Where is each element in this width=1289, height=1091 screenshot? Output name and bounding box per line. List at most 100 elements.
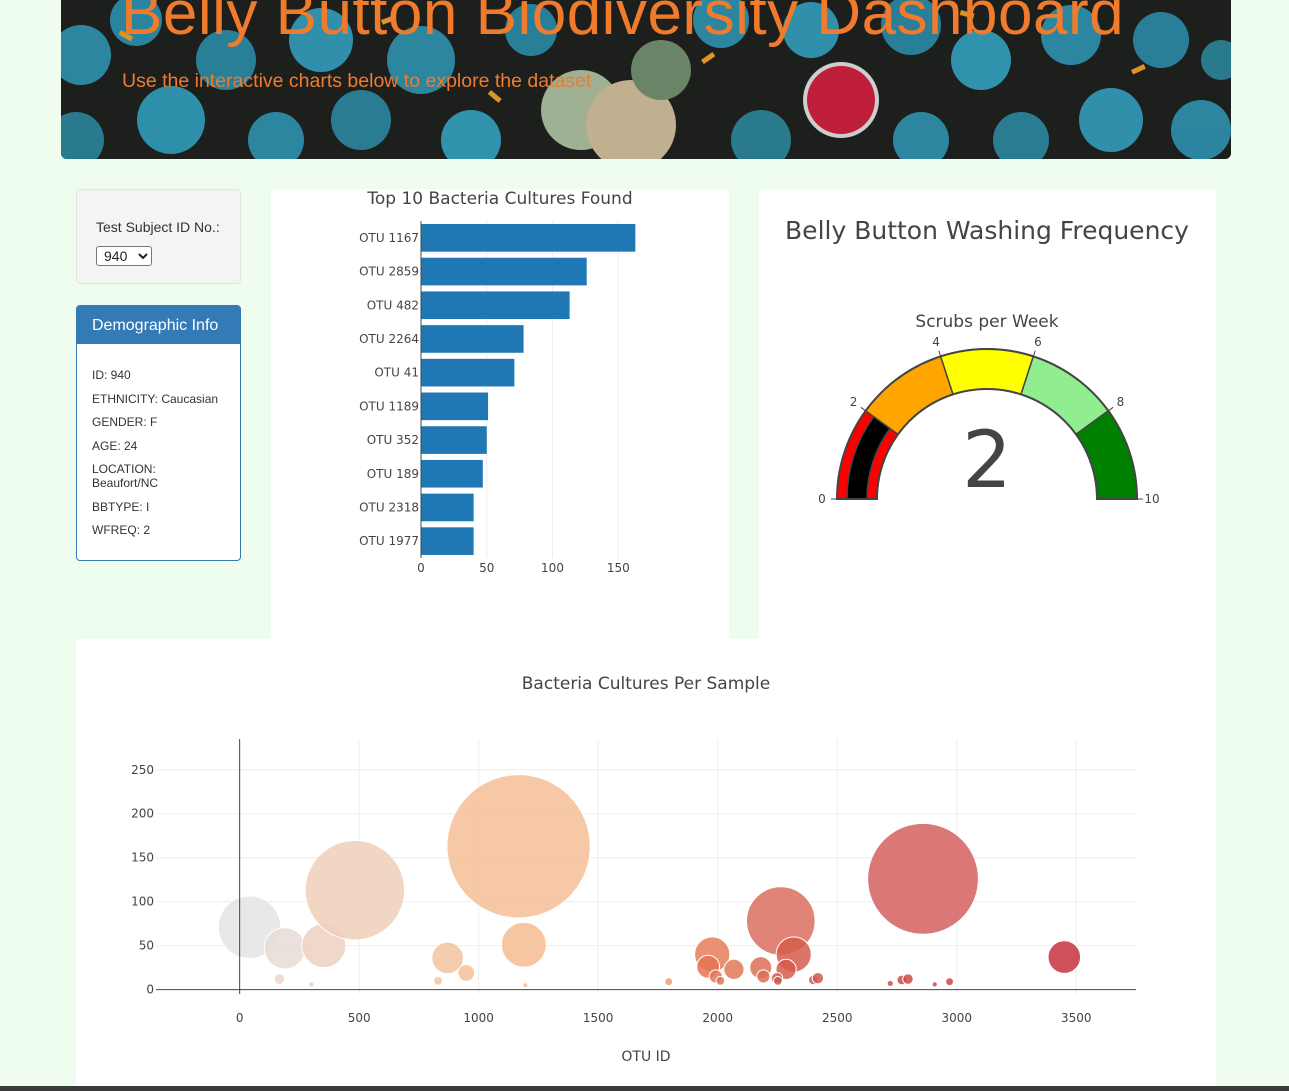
bubble <box>446 774 591 919</box>
bar-x-tick-label: 100 <box>541 561 564 575</box>
bar <box>421 392 489 421</box>
bubble <box>886 979 894 988</box>
bar <box>421 493 474 522</box>
bubble-y-tick-label: 50 <box>139 939 154 953</box>
bacteria-bubble-chart: Bacteria Cultures Per Sample OTU ID 0 500… <box>131 674 1136 1065</box>
bubble <box>931 981 938 988</box>
bubble-x-tick-label: 500 <box>348 1011 371 1025</box>
bubble <box>457 964 476 982</box>
gauge-outline <box>835 348 1139 500</box>
bar-category-label: OTU 352 <box>367 433 419 447</box>
bar-category-label: OTU 1189 <box>359 399 419 413</box>
gauge-tick-label: 8 <box>1117 395 1125 409</box>
bubble <box>1047 940 1082 974</box>
bar-category-label: OTU 189 <box>367 467 419 481</box>
gauge-subtitle: Scrubs per Week <box>915 312 1058 332</box>
demo-location: LOCATION: Beaufort/NC <box>92 462 159 490</box>
bubble <box>867 822 979 935</box>
gauge-value: 2 <box>962 416 1012 506</box>
demo-bbtype: BBTYPE: I <box>92 499 150 514</box>
bubble <box>308 981 315 988</box>
bubble-x-tick-label: 2500 <box>822 1011 853 1025</box>
demo-wfreq: WFREQ: 2 <box>92 523 151 537</box>
bar <box>421 224 636 252</box>
bubble <box>431 941 464 975</box>
bar-category-label: OTU 2318 <box>359 500 419 514</box>
page-title: Belly Button Biodiversity Dashboard <box>121 0 1125 48</box>
bar-x-tick-label: 0 <box>417 561 425 575</box>
bubble <box>715 975 726 986</box>
bubble <box>522 982 529 989</box>
bar <box>421 325 524 353</box>
gauge-tick-label: 2 <box>850 395 858 409</box>
bubble <box>811 971 825 985</box>
subject-id-dropdown[interactable]: 940 <box>96 246 152 266</box>
gauge-tick <box>1108 406 1114 412</box>
bubble-y-tick-label: 150 <box>131 851 154 865</box>
gauge-tick <box>860 406 866 412</box>
bubble-x-tick-label: 1000 <box>463 1011 494 1025</box>
bar-category-label: OTU 2859 <box>359 265 419 279</box>
bubble-y-tick-label: 250 <box>131 763 154 777</box>
subject-selector-panel: Test Subject ID No.: 940 <box>76 189 241 284</box>
bubble-x-axis-label: OTU ID <box>621 1049 670 1065</box>
bubble <box>756 969 771 984</box>
bubble <box>263 927 306 970</box>
demo-ethnicity: ETHNICITY: Caucasian <box>92 391 219 406</box>
bubble <box>664 977 674 987</box>
gauge-tick <box>938 350 942 357</box>
header-banner: Belly Button Biodiversity Dashboard Use … <box>61 0 1231 159</box>
bar-category-label: OTU 1167 <box>359 231 419 245</box>
page-subtitle: Use the interactive charts below to expl… <box>122 70 592 92</box>
bubble <box>723 958 745 980</box>
demo-gender: GENDER: F <box>92 415 158 429</box>
bar-category-label: OTU 1977 <box>359 534 419 548</box>
bubble-x-tick-label: 0 <box>236 1011 244 1025</box>
top10-bar-chart: Top 10 Bacteria Cultures Found 0 50 100 150… <box>359 189 636 575</box>
subject-selector-label: Test Subject ID No.: <box>96 219 220 235</box>
bar-chart-panel: Top 10 Bacteria Cultures Found 0 50 100 150… <box>271 189 729 639</box>
demo-id: ID: 940 <box>92 368 131 382</box>
gauge-tick-label: 6 <box>1034 335 1042 349</box>
gauge-tick-label: 4 <box>932 335 940 349</box>
bar-category-label: OTU 482 <box>367 298 419 312</box>
bar-x-tick-label: 150 <box>607 561 630 575</box>
bar-category-label: OTU 2264 <box>359 332 419 346</box>
bacteria-background-image <box>61 0 1231 159</box>
bubble-chart-title: Bacteria Cultures Per Sample <box>522 674 770 694</box>
bubble-y-tick-label: 0 <box>146 983 154 997</box>
bubble <box>945 977 955 987</box>
bubble <box>273 973 286 985</box>
bubble <box>433 975 443 986</box>
gauge-chart-panel: Belly Button Washing Frequency Scrubs pe… <box>759 189 1216 639</box>
bar <box>421 426 487 454</box>
bubble-x-tick-label: 2000 <box>702 1011 733 1025</box>
demographic-info-panel: Demographic Info ID: 940 ETHNICITY: Cauc… <box>76 305 241 561</box>
gauge-value-bar <box>846 415 891 500</box>
bubble-y-tick-label: 100 <box>131 895 154 909</box>
washing-frequency-gauge: Belly Button Washing Frequency Scrubs pe… <box>785 216 1189 506</box>
bar <box>421 358 515 387</box>
gauge-step <box>939 348 1035 396</box>
bubble-x-tick-label: 3000 <box>941 1011 972 1025</box>
bubble <box>773 975 783 986</box>
bar <box>421 527 474 555</box>
bubble-y-tick-label: 200 <box>131 807 154 821</box>
bubble <box>500 921 547 968</box>
gauge-tick-label: 10 <box>1144 492 1159 506</box>
gauge-tick-label: 0 <box>818 492 826 506</box>
bubble-x-tick-label: 1500 <box>583 1011 614 1025</box>
bar-category-label: OTU 41 <box>374 366 419 380</box>
bar-x-tick-label: 50 <box>479 561 494 575</box>
demo-age: AGE: 24 <box>92 438 138 453</box>
bottom-strip <box>0 1086 1289 1091</box>
demographic-info-body: ID: 940 ETHNICITY: Caucasian GENDER: F A… <box>77 344 240 537</box>
bar <box>421 459 483 488</box>
gauge-tick <box>1032 350 1036 357</box>
gauge-title: Belly Button Washing Frequency <box>785 216 1189 245</box>
bar-chart-title: Top 10 Bacteria Cultures Found <box>366 189 632 209</box>
bubble <box>304 840 406 941</box>
bar <box>421 291 570 320</box>
demographic-info-heading: Demographic Info <box>77 306 240 344</box>
bubble-chart-panel: Bacteria Cultures Per Sample OTU ID 0 500… <box>76 639 1216 1091</box>
